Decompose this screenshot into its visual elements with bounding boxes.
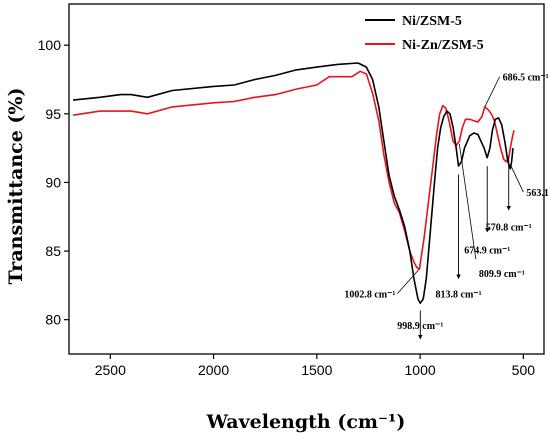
x-tick-label-2500: 2500: [95, 362, 126, 378]
x-tick-label-2000: 2000: [198, 362, 229, 378]
x-axis-title: Wavelength (cm⁻¹): [206, 411, 406, 433]
series-line-ni-zn-zsm-5: [72, 70, 515, 270]
annotation-line-686-5: [484, 76, 500, 108]
y-tick-label-95: 95: [45, 106, 61, 122]
axis-ticks: 2500 2000 1500 1000 500 80 85 90 95 100: [38, 37, 536, 378]
annotation-line-809-9: [458, 143, 477, 260]
annotation-label-686-5: 686.5 cm⁻¹: [503, 73, 549, 84]
annotation-label-809-9: 809.9 cm⁻¹: [479, 269, 525, 280]
y-axis-title: Transmittance (%): [5, 88, 27, 285]
plot-frame: [68, 3, 545, 355]
series-line-ni-zsm-5: [73, 62, 514, 304]
x-tick-label-1000: 1000: [405, 362, 436, 378]
annotation-label-563-1: 563.1 cm⁻¹: [526, 188, 550, 199]
annotation-label-570-8: 570.8 cm⁻¹: [486, 222, 532, 233]
annotation-label-813-8: 813.8 cm⁻¹: [436, 290, 482, 301]
legend-label-ni-zn-zsm-5: Ni-Zn/ZSM-5: [402, 38, 484, 53]
x-tick-label-500: 500: [512, 362, 536, 378]
y-tick-label-90: 90: [45, 174, 61, 190]
y-tick-label-85: 85: [45, 243, 61, 259]
y-tick-label-100: 100: [38, 37, 62, 53]
annotation-line-563-1: [509, 164, 524, 193]
legend-label-ni-zsm-5: Ni/ZSM-5: [402, 14, 462, 29]
series-lines: [72, 62, 515, 304]
annotation-line-1002-8: [397, 268, 420, 294]
annotation-label-998-9: 998.9 cm⁻¹: [397, 321, 443, 332]
y-tick-label-80: 80: [45, 312, 61, 328]
annotation-label-1002-8: 1002.8 cm⁻¹: [344, 290, 395, 301]
legend: Ni/ZSM-5 Ni-Zn/ZSM-5: [365, 14, 484, 53]
annotation-label-674-9: 674.9 cm⁻¹: [464, 246, 510, 257]
x-tick-label-1500: 1500: [301, 362, 332, 378]
peak-annotations: 686.5 cm⁻¹ 563.1 cm⁻¹ 570.8 cm⁻¹ 674.9 cm⁻¹…: [344, 73, 550, 340]
